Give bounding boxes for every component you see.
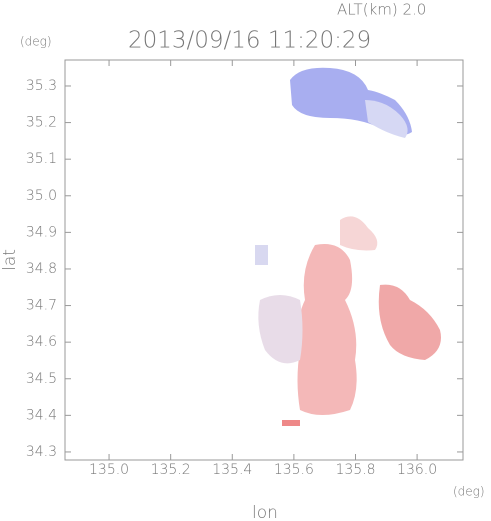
plot-frame [64, 59, 464, 461]
x-tick-label: 135.4 [212, 462, 252, 478]
x-tick-label: 135.2 [151, 462, 191, 478]
x-tick-label: 136.0 [397, 462, 437, 478]
y-tick-label: 34.4 [26, 407, 57, 423]
echo-regions [255, 67, 441, 426]
echo-region [378, 284, 441, 360]
y-tick-label: 35.3 [26, 78, 57, 94]
x-tick-label: 135.0 [89, 462, 129, 478]
echo-region [282, 420, 300, 426]
echo-region [340, 216, 378, 251]
y-tick-label: 34.6 [26, 334, 57, 350]
echo-region [365, 100, 408, 138]
x-unit: (deg) [453, 485, 485, 499]
echo-region [297, 244, 357, 415]
echo-region [255, 245, 268, 265]
y-tick-label: 34.3 [26, 444, 57, 460]
y-tick-label: 34.8 [26, 261, 57, 277]
x-tick-label: 135.6 [274, 462, 314, 478]
y-tick-label: 34.7 [26, 298, 57, 314]
y-unit: (deg) [20, 35, 52, 49]
x-tick-label: 135.8 [335, 462, 375, 478]
y-axis-label: lat [0, 249, 20, 271]
echo-region [258, 295, 303, 364]
y-tick-label: 35.1 [26, 151, 57, 167]
chart-title: 2013/09/16 11:20:29 [128, 28, 371, 54]
y-tick-label: 34.9 [26, 224, 57, 240]
y-tick-label: 35.2 [26, 115, 57, 131]
y-tick-label: 35.0 [26, 188, 57, 204]
y-tick-label: 34.5 [26, 371, 57, 387]
x-axis-label: lon [252, 503, 278, 521]
altitude-label: ALT(km) 2.0 [337, 1, 426, 19]
